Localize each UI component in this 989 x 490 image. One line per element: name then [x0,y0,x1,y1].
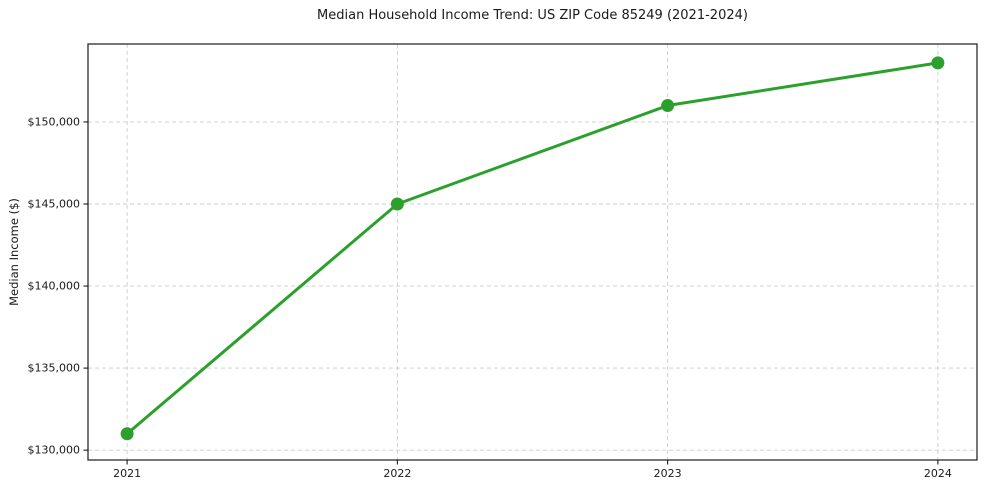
data-point-2024 [931,56,945,70]
x-tick-label: 2022 [383,467,411,480]
data-point-2021 [120,427,134,441]
y-tick-label: $145,000 [28,198,81,211]
x-tick-label: 2021 [113,467,141,480]
y-tick-label: $140,000 [28,280,81,293]
data-point-2022 [390,197,404,211]
plot-border [87,43,978,461]
x-tick-label: 2024 [924,467,952,480]
chart-title: Median Household Income Trend: US ZIP Co… [317,8,748,23]
trend-line [125,61,940,436]
y-tick-label: $130,000 [28,444,81,457]
y-tick-label: $135,000 [28,362,81,375]
y-tick-label: $150,000 [28,115,81,128]
data-point-2023 [661,99,675,113]
x-tick-label: 2023 [654,467,682,480]
